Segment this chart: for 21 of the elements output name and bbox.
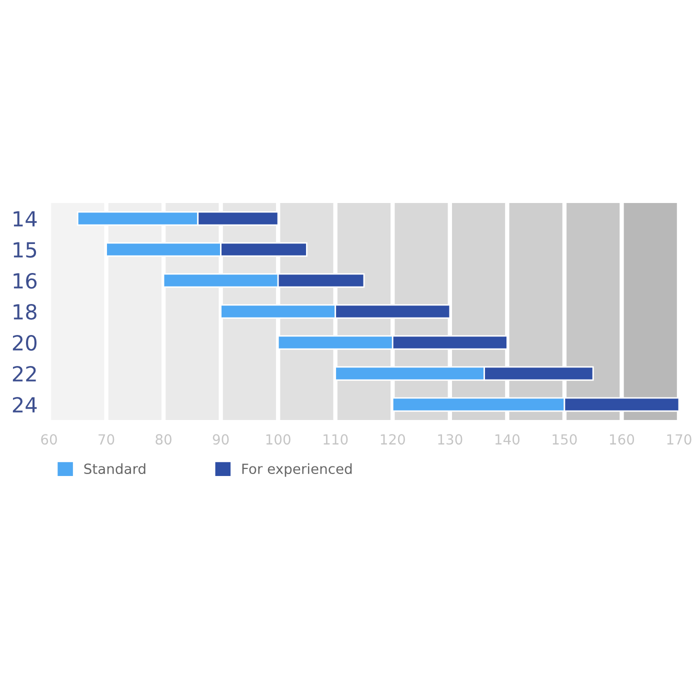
y-tick-label: 22 bbox=[12, 366, 36, 382]
y-tick-label: 16 bbox=[14, 272, 37, 289]
x-tick-label: 110 bbox=[324, 434, 348, 445]
x-tick-label: 170 bbox=[667, 434, 692, 445]
x-tick-label: 100 bbox=[266, 434, 290, 445]
x-tick-label: 80 bbox=[156, 434, 172, 445]
x-tick-label: 140 bbox=[495, 434, 520, 445]
x-tick-label: 160 bbox=[610, 434, 634, 445]
x-tick-label: 150 bbox=[552, 434, 577, 445]
x-tick-label: 90 bbox=[212, 434, 229, 445]
y-tick-label: 20 bbox=[12, 334, 37, 351]
x-tick-label: 120 bbox=[380, 434, 405, 445]
y-tick-label: 18 bbox=[14, 304, 36, 320]
y-tick-label: 14 bbox=[14, 211, 37, 226]
legend-label: Standard bbox=[84, 463, 146, 474]
y-tick-label: 15 bbox=[14, 242, 36, 258]
x-tick-label: 60 bbox=[41, 434, 57, 445]
x-tick-label: 130 bbox=[438, 434, 462, 445]
y-tick-label: 24 bbox=[12, 396, 37, 412]
x-tick-label: 70 bbox=[98, 434, 114, 445]
legend-label: For experienced bbox=[242, 463, 352, 477]
